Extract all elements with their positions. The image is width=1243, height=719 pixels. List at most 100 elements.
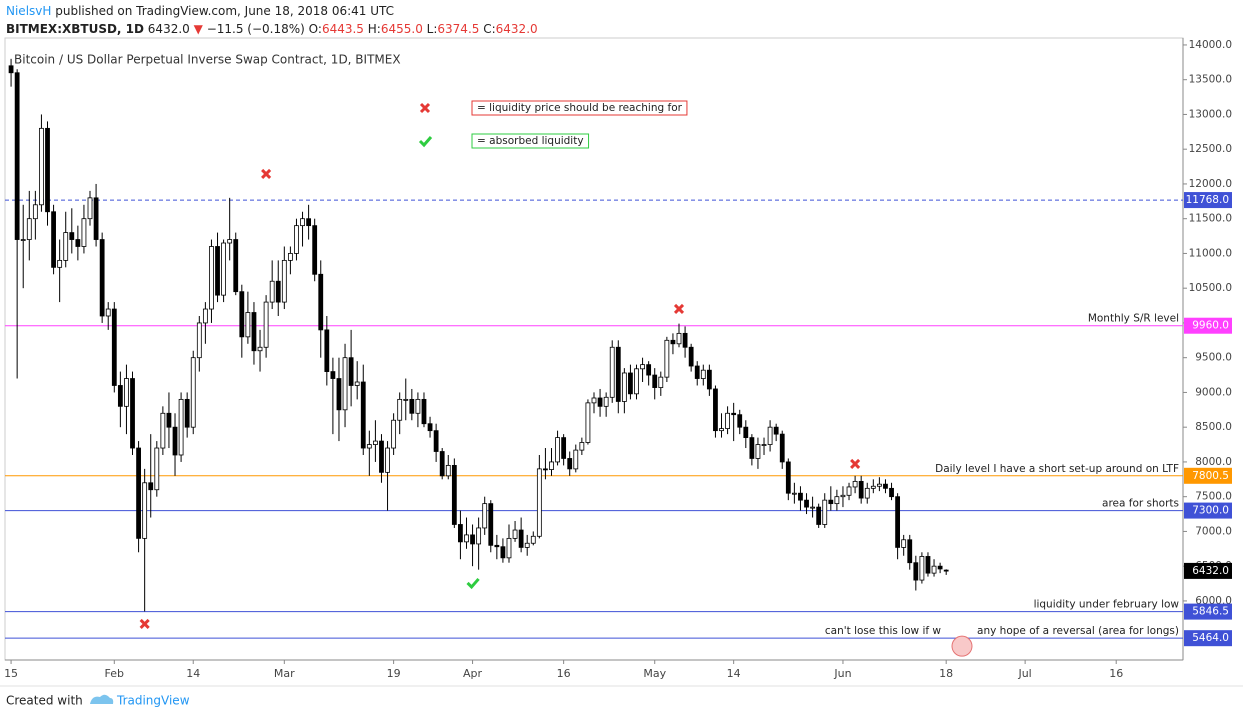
level-note: area for shorts (1102, 498, 1179, 510)
candle-body (287, 253, 293, 261)
footer-created: Created with (6, 694, 83, 708)
candle-body (664, 339, 670, 378)
last: 6432.0 (148, 22, 190, 36)
candle-body (354, 381, 360, 386)
ohlc-key: C: (483, 22, 495, 36)
level-price-label: 5464.0 (1192, 632, 1229, 644)
level-price-label: 7300.0 (1192, 505, 1229, 517)
chart-title: Bitcoin / US Dollar Perpetual Inverse Sw… (14, 53, 401, 67)
ohlc-value: 6374.5 (437, 22, 479, 36)
candle-body (609, 346, 615, 398)
candle-body (840, 494, 846, 498)
x-tick-label: Apr (463, 667, 483, 680)
candle-body (433, 430, 439, 452)
candle-body (409, 398, 415, 414)
last-price-label: 6432.0 (1192, 565, 1229, 577)
candle-body (81, 218, 87, 247)
candle-body (190, 357, 196, 428)
candle-body (725, 412, 730, 429)
candle-body (713, 388, 718, 432)
candle-body (330, 371, 336, 379)
candle-body (281, 259, 287, 303)
candle-body (931, 565, 937, 574)
level-price-box (1184, 630, 1232, 647)
candle-body (816, 506, 822, 525)
candle-body (901, 539, 907, 548)
candle-body (93, 197, 99, 240)
cross-marker (261, 168, 272, 179)
y-tick-label: 9500.0 (1195, 352, 1232, 364)
level-price-box (1184, 502, 1232, 519)
x-tick-label: Jul (1017, 667, 1031, 680)
legend-box (471, 133, 590, 149)
candle-body (233, 239, 239, 293)
candle-body (227, 239, 233, 244)
candle-body (26, 218, 32, 240)
candle-body (798, 492, 803, 501)
candle-body (130, 378, 135, 449)
candle-body (585, 402, 591, 443)
level-note: can't lose this low if w (825, 625, 942, 637)
candle-body (269, 280, 275, 303)
y-tick-label: 8500.0 (1195, 421, 1232, 433)
candle-body (360, 381, 366, 449)
cross-marker (673, 303, 685, 315)
candle-body (99, 239, 105, 317)
candle-body (391, 419, 397, 449)
candle-body (889, 487, 894, 498)
check-marker (418, 136, 433, 148)
emoji-icon (951, 635, 973, 657)
candle-body (628, 372, 633, 395)
candle-body (682, 332, 688, 348)
author[interactable]: NielsvH (6, 4, 51, 18)
level-price-box (1184, 603, 1232, 620)
footer-brand[interactable]: TradingView (116, 694, 190, 708)
candle-body (251, 312, 257, 352)
candle-body (761, 444, 767, 446)
candle-body (488, 503, 494, 546)
candle-body (634, 368, 639, 395)
ohlc-key: O: (309, 22, 322, 36)
candle-body (403, 398, 409, 401)
candle-body (676, 332, 682, 345)
candle-body (822, 499, 828, 525)
candle-body (543, 468, 548, 471)
candle-body (913, 562, 919, 581)
candle-body (512, 529, 518, 539)
candle-body (306, 218, 312, 227)
candle-body (154, 447, 160, 491)
candle-body (700, 369, 706, 379)
candle-body (300, 218, 305, 227)
change: −11.5 (−0.18%) (207, 22, 305, 36)
x-tick-label: May (643, 667, 666, 680)
candle-body (184, 398, 190, 428)
candle-body (51, 211, 56, 268)
candle-body (688, 346, 694, 367)
candle-body (767, 426, 773, 445)
candle-body (943, 569, 949, 572)
candle-body (476, 527, 482, 545)
ohlc-value: 6443.5 (322, 22, 364, 36)
candle-body (87, 197, 93, 220)
candle-body (706, 369, 712, 390)
candle-body (500, 546, 506, 559)
y-tick-label: 12500.0 (1189, 143, 1232, 155)
candle-body (640, 364, 645, 370)
y-tick-label: 7500.0 (1195, 491, 1232, 503)
legend-text: = liquidity price should be reaching for (477, 102, 683, 114)
candle-body (348, 357, 354, 386)
candle-body (215, 246, 220, 296)
x-tick-label: 18 (939, 667, 953, 680)
candle-body (136, 447, 141, 539)
x-tick-label: 19 (387, 667, 401, 680)
candle-body (124, 378, 129, 407)
candle-body (834, 496, 840, 505)
y-tick-label: 10500.0 (1189, 282, 1232, 294)
candle-body (791, 492, 797, 495)
candle-body (470, 534, 475, 545)
candle-body (421, 398, 427, 425)
candle-body (75, 239, 81, 247)
ohlc-key: L: (427, 22, 438, 36)
candle-body (737, 414, 743, 428)
